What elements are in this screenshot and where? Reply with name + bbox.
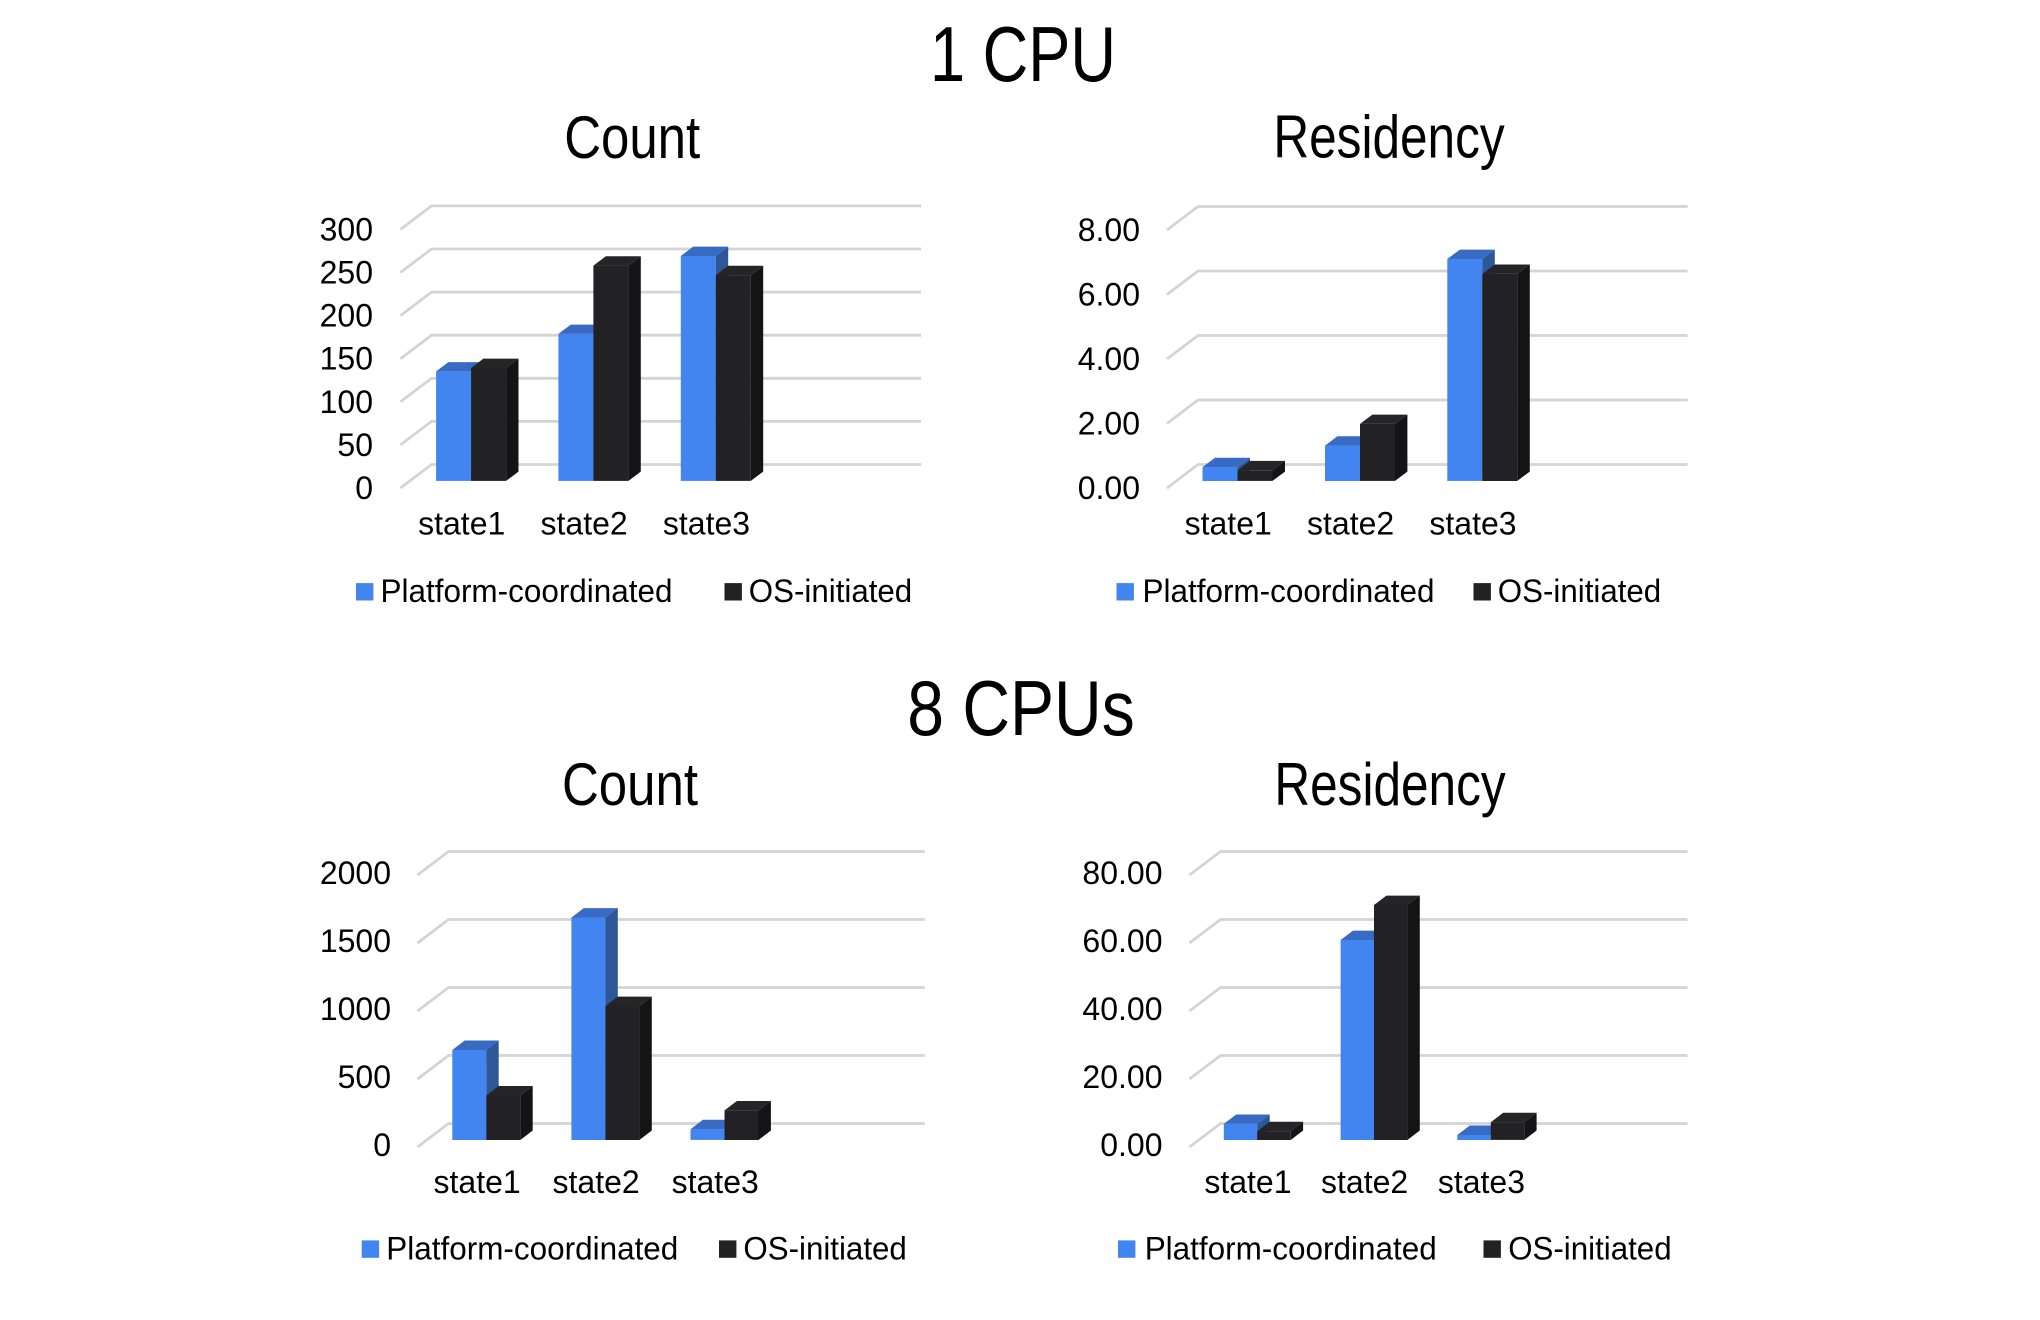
svg-text:40.00: 40.00 [1082,991,1162,1027]
svg-text:4.00: 4.00 [1078,341,1140,377]
svg-text:state3: state3 [1429,506,1516,542]
svg-text:state1: state1 [1204,1164,1291,1200]
svg-text:150: 150 [320,341,373,377]
svg-text:250: 250 [320,255,373,291]
svg-text:2.00: 2.00 [1078,406,1140,442]
svg-text:500: 500 [338,1059,391,1095]
svg-text:100: 100 [320,384,373,420]
svg-text:state3: state3 [663,506,750,542]
svg-text:80.00: 80.00 [1082,855,1162,891]
svg-text:50: 50 [337,427,373,463]
svg-text:state2: state2 [541,506,628,542]
svg-text:0.00: 0.00 [1100,1127,1162,1163]
svg-text:Platform-coordinated: Platform-coordinated [1143,573,1435,609]
svg-text:0: 0 [373,1127,391,1163]
svg-text:Residency: Residency [1274,751,1505,818]
svg-text:OS-initiated: OS-initiated [1508,1230,1671,1266]
svg-text:Platform-coordinated: Platform-coordinated [386,1230,678,1266]
svg-text:1500: 1500 [320,923,391,959]
svg-text:state1: state1 [418,506,505,542]
svg-text:OS-initiated: OS-initiated [1498,573,1661,609]
svg-text:0.00: 0.00 [1078,470,1140,506]
svg-text:1 CPU: 1 CPU [930,10,1116,98]
svg-text:state2: state2 [1307,506,1394,542]
svg-text:state1: state1 [434,1164,521,1200]
svg-text:1000: 1000 [320,991,391,1027]
svg-text:200: 200 [320,298,373,334]
svg-text:Platform-coordinated: Platform-coordinated [381,573,673,609]
svg-text:60.00: 60.00 [1082,923,1162,959]
svg-text:8.00: 8.00 [1078,212,1140,248]
svg-text:Residency: Residency [1273,104,1504,171]
svg-text:20.00: 20.00 [1082,1059,1162,1095]
svg-text:state1: state1 [1185,506,1272,542]
svg-text:Count: Count [562,751,698,818]
svg-text:0: 0 [355,470,373,506]
svg-text:Count: Count [564,104,700,171]
svg-text:300: 300 [320,211,373,247]
svg-text:8 CPUs: 8 CPUs [907,664,1135,752]
svg-text:OS-initiated: OS-initiated [749,573,912,609]
svg-text:Platform-coordinated: Platform-coordinated [1145,1230,1437,1266]
svg-text:state3: state3 [1438,1164,1525,1200]
svg-text:OS-initiated: OS-initiated [743,1230,906,1266]
svg-text:state2: state2 [1321,1164,1408,1200]
svg-text:6.00: 6.00 [1078,277,1140,313]
svg-text:2000: 2000 [320,855,391,891]
svg-text:state3: state3 [672,1164,759,1200]
svg-text:state2: state2 [553,1164,640,1200]
